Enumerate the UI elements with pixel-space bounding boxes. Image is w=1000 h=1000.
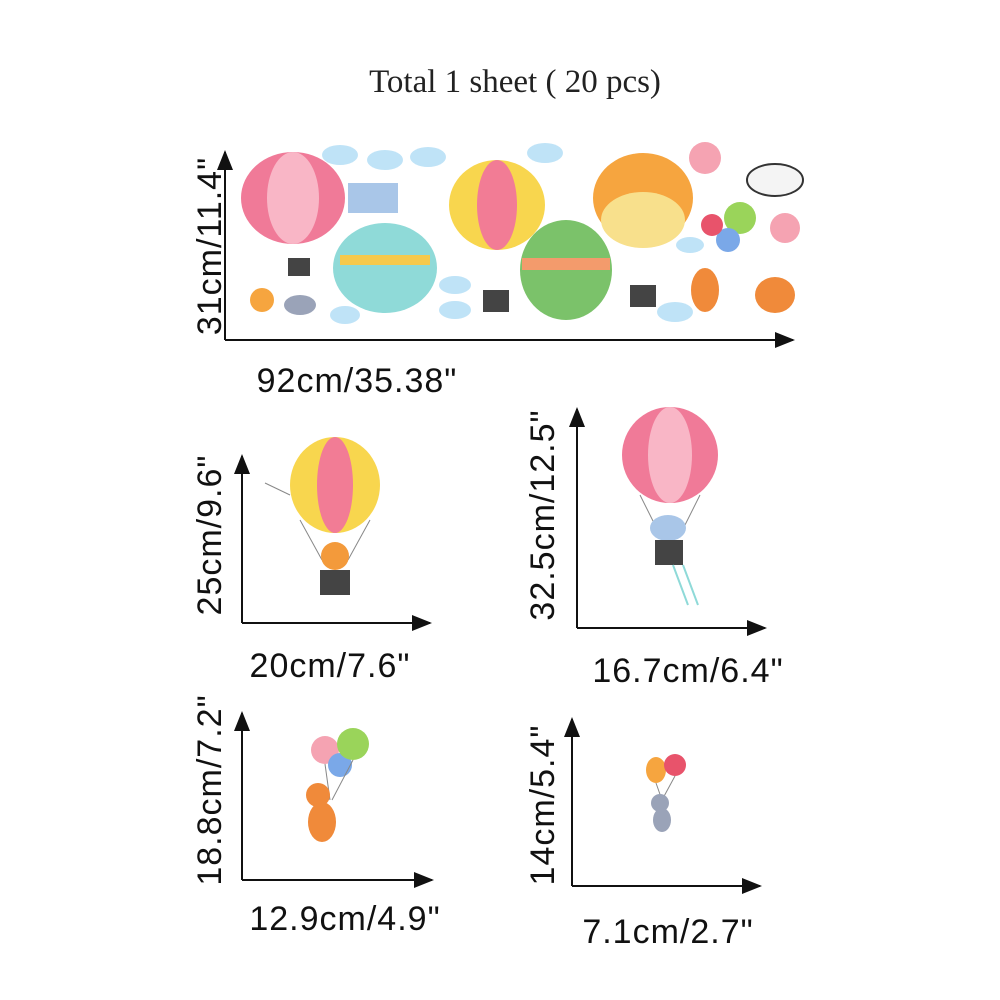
width-label: 7.1cm/2.7" bbox=[582, 913, 753, 951]
height-label: 31cm/11.4" bbox=[191, 157, 229, 335]
width-label: 12.9cm/4.9" bbox=[249, 900, 440, 938]
height-label: 18.8cm/7.2" bbox=[191, 694, 229, 885]
panel-mouse: 14cm/5.4" 7.1cm/2.7" bbox=[524, 717, 762, 951]
illustration bbox=[306, 728, 369, 842]
panel-tiger-balloon: 25cm/9.6" 20cm/7.6" bbox=[191, 437, 432, 685]
illustration bbox=[264, 437, 380, 595]
width-label: 16.7cm/6.4" bbox=[592, 652, 783, 690]
illustration bbox=[241, 142, 804, 324]
width-label: 20cm/7.6" bbox=[250, 647, 411, 685]
panel-full-sheet: 31cm/11.4" 92cm/35.38" bbox=[191, 142, 804, 400]
height-label: 25cm/9.6" bbox=[191, 455, 229, 616]
width-label: 92cm/35.38" bbox=[257, 362, 458, 400]
illustration bbox=[622, 407, 718, 606]
panel-elephant-balloon: 32.5cm/12.5" 16.7cm/6.4" bbox=[524, 407, 783, 690]
title: Total 1 sheet ( 20 pcs) bbox=[369, 64, 661, 100]
height-label: 32.5cm/12.5" bbox=[524, 409, 562, 620]
panel-fox: 18.8cm/7.2" 12.9cm/4.9" bbox=[191, 694, 440, 938]
height-label: 14cm/5.4" bbox=[524, 725, 562, 886]
illustration bbox=[646, 754, 686, 832]
